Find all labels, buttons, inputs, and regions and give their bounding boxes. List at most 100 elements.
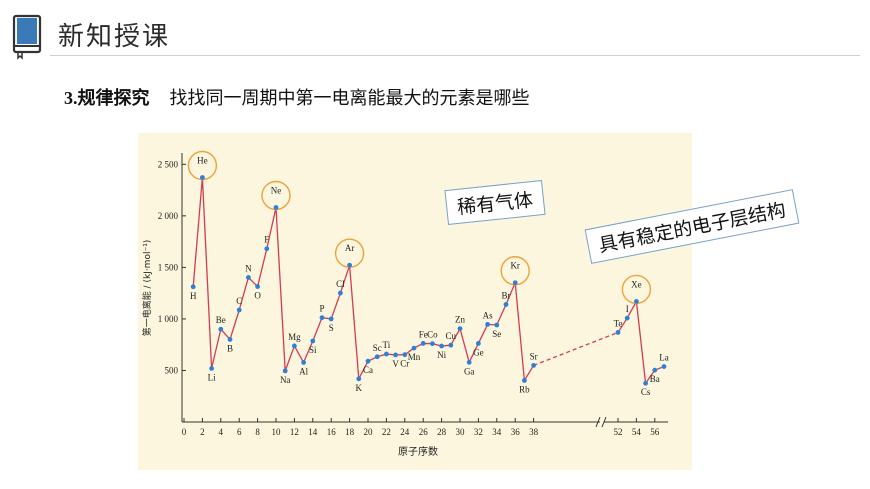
element-label-co: Co [427,330,438,340]
data-point-ni [439,343,444,349]
data-point-be [218,326,224,332]
element-label-la: La [659,353,669,363]
data-point-cs [643,380,648,386]
element-label-sr: Sr [530,351,538,361]
x-tick-label: 18 [345,427,355,437]
data-point-o [255,284,260,289]
element-label-li: Li [208,372,216,382]
x-tick-label: 24 [400,427,410,437]
element-label-f: F [264,235,269,245]
data-point-ti [384,351,389,357]
data-point-cu [448,342,454,348]
x-tick-label: 28 [437,427,447,437]
data-point-co [430,341,435,347]
axis-break-mark [595,416,607,428]
data-point-i [624,315,630,321]
data-point-as [485,321,490,327]
y-tick-label: 500 [165,365,179,375]
element-label-ge: Ge [473,347,484,357]
element-label-as: As [483,310,493,320]
data-point-he [200,175,205,180]
element-label-o: O [254,291,261,301]
y-tick-label: 1 000 [158,314,179,324]
x-tick-label: 6 [237,427,242,437]
book-icon [12,14,42,60]
chart-canvas: 500 1 000 1 500 2 000 2 500 第一电离能 / (kJ·mol⁻¹… [141,150,669,458]
element-label-be: Be [216,315,226,325]
y-tick-label: 2 000 [158,211,179,221]
data-point-sr [531,363,536,368]
element-label-h: H [190,291,197,301]
element-label-ca: Ca [363,365,373,375]
data-point-zn [457,326,463,332]
data-point-se [494,322,500,328]
x-tick-label: 30 [456,427,466,437]
data-point-al [301,360,306,365]
element-label-v: V [392,359,399,369]
y-tick-label: 2 500 [158,159,179,169]
y-axis-label: 第一电离能 / (kJ·mol⁻¹) [141,240,153,337]
data-point-ca [365,358,371,364]
data-point-cl [338,290,343,296]
page-title: 新知授课 [58,22,171,52]
x-tick-label: 22 [382,427,391,437]
data-point-ar [347,262,352,268]
data-point-rb [522,378,527,383]
data-point-c [236,307,242,313]
element-label-ni: Ni [437,350,446,360]
x-tick-label: 56 [650,427,660,437]
header-divider [50,55,860,56]
data-point-br [503,302,509,307]
element-label-cl: Cl [336,279,345,289]
element-label-mg: Mg [288,332,301,342]
element-label-c: C [236,296,242,306]
element-label-n: N [245,263,252,273]
x-tick-label: 16 [327,427,337,437]
x-tick-label: 26 [419,427,429,437]
data-point-li [209,366,214,371]
data-point-sc [374,354,380,360]
element-label-zn: Zn [455,315,465,325]
element-label-na: Na [280,375,291,385]
data-point-ge [476,341,481,346]
data-point-ba [652,367,658,373]
x-tick-label: 34 [492,427,502,437]
data-point-xe [634,299,639,304]
section-number: 3. [64,88,78,108]
data-point-mg [292,343,297,349]
data-point-p [319,315,325,321]
data-point-v [393,352,398,358]
data-point-s [328,316,334,322]
element-label-ga: Ga [464,366,475,376]
data-point-f [264,246,270,252]
x-tick-label: 0 [182,427,187,437]
section-question: 找找同一周期中第一电离能最大的元素是哪些 [169,88,530,109]
data-point-si [310,338,316,344]
element-label-b: B [227,343,233,353]
element-label-he: He [197,156,208,166]
data-point-ne [273,205,279,210]
element-label-ti: Ti [383,340,391,350]
element-label-sc: Sc [373,343,382,353]
data-point-b [227,337,233,342]
x-tick-label: 14 [308,427,318,437]
data-point-k [356,376,362,382]
element-label-p: P [319,304,324,314]
x-tick-label: 52 [614,427,623,437]
data-point-na [282,368,288,374]
data-point-fe [420,341,426,346]
element-label-fe: Fe [419,329,428,339]
data-point-te [615,330,621,335]
element-label-ba: Ba [650,374,660,384]
data-point-n [246,275,251,280]
section-lead: 规律探究 [77,88,150,109]
series-gap-line [533,331,619,367]
element-label-mn: Mn [408,352,421,362]
x-tick-label: 54 [632,427,642,437]
data-point-h [190,284,196,290]
data-point-kr [512,280,518,286]
element-label-br: Br [502,290,511,300]
element-label-ne: Ne [271,185,282,195]
x-tick-label: 36 [511,427,521,437]
x-tick-label: 8 [255,427,260,437]
